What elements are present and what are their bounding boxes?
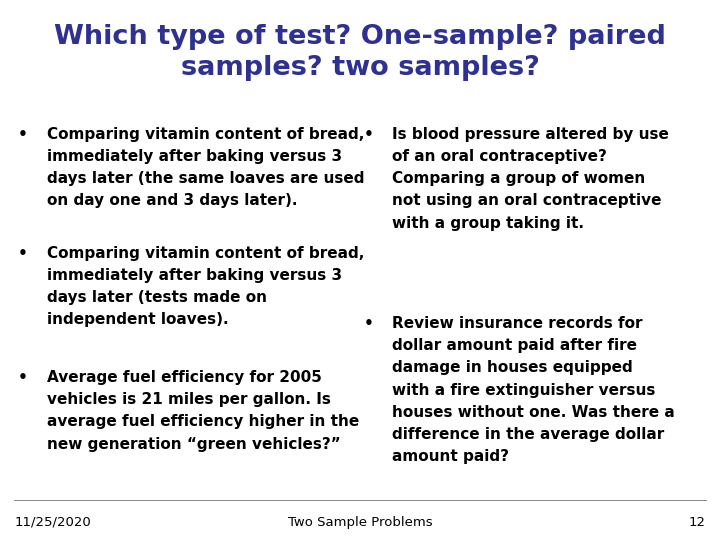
Text: Average fuel efficiency for 2005
vehicles is 21 miles per gallon. Is
average fue: Average fuel efficiency for 2005 vehicle…	[47, 370, 359, 451]
Text: •: •	[18, 246, 28, 261]
Text: •: •	[364, 316, 374, 331]
Text: Review insurance records for
dollar amount paid after fire
damage in houses equi: Review insurance records for dollar amou…	[392, 316, 675, 464]
Text: •: •	[18, 370, 28, 385]
Text: Two Sample Problems: Two Sample Problems	[288, 516, 432, 529]
Text: Is blood pressure altered by use
of an oral contraceptive?
Comparing a group of : Is blood pressure altered by use of an o…	[392, 127, 670, 231]
Text: Which type of test? One-sample? paired
samples? two samples?: Which type of test? One-sample? paired s…	[54, 24, 666, 82]
Text: Comparing vitamin content of bread,
immediately after baking versus 3
days later: Comparing vitamin content of bread, imme…	[47, 246, 364, 327]
Text: •: •	[18, 127, 28, 142]
Text: 11/25/2020: 11/25/2020	[14, 516, 91, 529]
Text: Comparing vitamin content of bread,
immediately after baking versus 3
days later: Comparing vitamin content of bread, imme…	[47, 127, 364, 208]
Text: •: •	[364, 127, 374, 142]
Text: 12: 12	[688, 516, 706, 529]
